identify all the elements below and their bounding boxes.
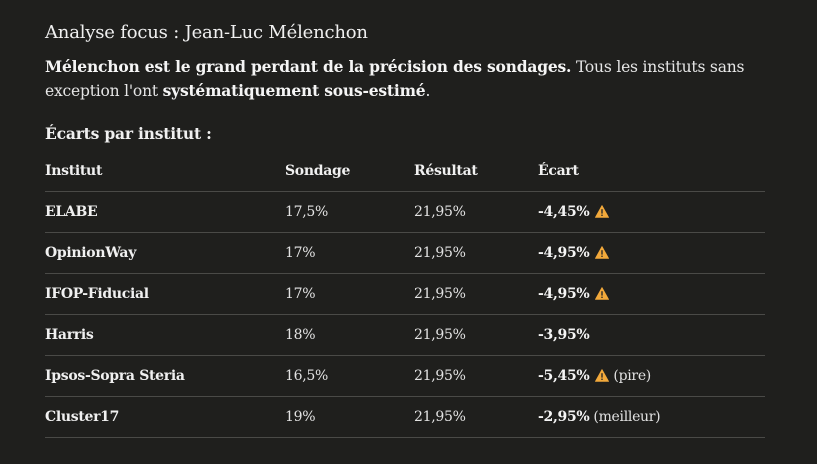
intro-bold-lead: Mélenchon est le grand perdant de la pré…: [45, 57, 572, 76]
table-row: IFOP-Fiducial 17% 21,95% -4,95%: [45, 273, 765, 315]
warning-triangle-icon: [595, 246, 610, 259]
table-header-row: Institut Sondage Résultat Écart: [45, 151, 765, 192]
intro-end: .: [425, 82, 431, 100]
warning-triangle-icon: [595, 369, 610, 382]
cell-sondage: 17%: [285, 273, 414, 315]
table-row: Harris 18% 21,95% -3,95%: [45, 314, 765, 356]
header-resultat: Résultat: [414, 151, 538, 192]
intro-bold-emphasis: systématiquement sous-estimé: [162, 81, 426, 100]
cell-resultat: 21,95%: [414, 191, 538, 233]
table-row: OpinionWay 17% 21,95% -4,95%: [45, 232, 765, 274]
cell-ecart: -5,45% (pire): [538, 355, 765, 397]
ecart-value: -5,45%: [538, 368, 590, 384]
ecart-value: -4,95%: [538, 245, 590, 261]
ecart-value: -4,45%: [538, 204, 590, 220]
section-subtitle: Écarts par institut :: [45, 124, 212, 143]
table-row: Cluster17 19% 21,95% -2,95% (meilleur): [45, 396, 765, 438]
table-row: Ipsos-Sopra Steria 16,5% 21,95% -5,45% (pire…: [45, 355, 765, 397]
cell-ecart: -4,45%: [538, 191, 765, 233]
table-row: ELABE 17,5% 21,95% -4,45%: [45, 191, 765, 233]
cell-resultat: 21,95%: [414, 314, 538, 356]
header-sondage: Sondage: [285, 151, 414, 192]
intro-text: Tous les instituts sans exception l'ont: [45, 58, 745, 100]
header-ecart: Écart: [538, 151, 765, 192]
ecart-value: -2,95%: [538, 409, 590, 425]
ecart-note: (meilleur): [593, 409, 661, 425]
cell-institut: Ipsos-Sopra Steria: [45, 355, 285, 397]
ecart-note: (pire): [613, 368, 651, 384]
intro-paragraph: Mélenchon est le grand perdant de la pré…: [45, 55, 765, 103]
cell-ecart: -3,95%: [538, 314, 765, 356]
table-body: ELABE 17,5% 21,95% -4,45% OpinionWay 17% 21,95…: [45, 191, 765, 438]
cell-institut: ELABE: [45, 191, 285, 233]
ecart-value: -3,95%: [538, 327, 590, 343]
warning-triangle-icon: [595, 205, 610, 218]
cell-sondage: 17,5%: [285, 191, 414, 233]
cell-resultat: 21,95%: [414, 232, 538, 274]
cell-resultat: 21,95%: [414, 396, 538, 438]
cell-resultat: 21,95%: [414, 273, 538, 315]
page-title: Analyse focus : Jean-Luc Mélenchon: [45, 22, 368, 43]
cell-resultat: 21,95%: [414, 355, 538, 397]
cell-ecart: -4,95%: [538, 232, 765, 274]
gap-table: Institut Sondage Résultat Écart ELABE 17,…: [45, 151, 765, 438]
cell-ecart: -4,95%: [538, 273, 765, 315]
cell-ecart: -2,95% (meilleur): [538, 396, 765, 438]
cell-sondage: 19%: [285, 396, 414, 438]
cell-sondage: 17%: [285, 232, 414, 274]
warning-triangle-icon: [595, 287, 610, 300]
cell-institut: IFOP-Fiducial: [45, 273, 285, 315]
cell-institut: OpinionWay: [45, 232, 285, 274]
header-institut: Institut: [45, 151, 285, 192]
analysis-panel: Analyse focus : Jean-Luc Mélenchon Mélen…: [45, 20, 765, 438]
cell-sondage: 18%: [285, 314, 414, 356]
cell-institut: Harris: [45, 314, 285, 356]
ecart-value: -4,95%: [538, 286, 590, 302]
cell-sondage: 16,5%: [285, 355, 414, 397]
cell-institut: Cluster17: [45, 396, 285, 438]
